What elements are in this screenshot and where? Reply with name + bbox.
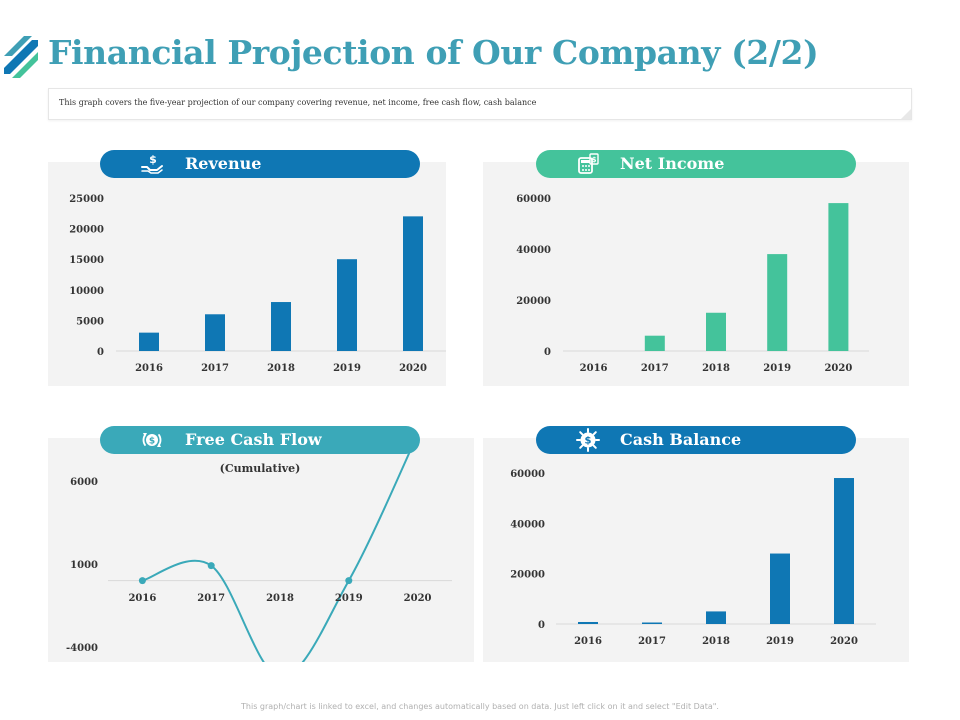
bar — [706, 312, 726, 351]
company-logo — [4, 36, 38, 78]
data-point — [345, 577, 353, 585]
bar — [834, 478, 854, 624]
svg-text:$: $ — [592, 156, 597, 164]
y-tick-label: 1000 — [70, 560, 98, 571]
x-tick-label: 2016 — [135, 363, 163, 374]
y-tick-label: 0 — [544, 347, 551, 358]
cash-balance-panel: 0 20000 40000 60000 2016 2017 2018 2019 2020 — [483, 438, 909, 662]
x-tick-label: 2017 — [641, 363, 669, 374]
free-cash-flow-chart: (Cumulative) -4000 1000 6000 2016 2017 2018 201… — [66, 438, 452, 662]
x-tick-label: 2017 — [197, 593, 225, 604]
x-tick-label: 2016 — [574, 636, 602, 647]
cash-balance-title: Cash Balance — [620, 430, 742, 449]
dollar-gear-icon: $ — [576, 428, 600, 452]
x-tick-label: 2017 — [201, 363, 229, 374]
data-point — [207, 562, 215, 570]
bar — [770, 553, 790, 624]
page-fold-corner — [901, 109, 911, 119]
bar — [139, 332, 159, 351]
net-income-header: $ Net Income — [536, 150, 856, 178]
y-tick-label: 20000 — [69, 225, 104, 236]
x-tick-label: 2020 — [404, 593, 432, 604]
y-tick-label: 10000 — [69, 286, 104, 297]
svg-text:$: $ — [149, 153, 157, 166]
bar — [205, 314, 225, 351]
x-tick-label: 2020 — [399, 363, 427, 374]
net-income-title: Net Income — [620, 154, 725, 173]
bar — [642, 622, 662, 624]
y-tick-label: 20000 — [516, 296, 551, 307]
x-tick-label: 2019 — [763, 363, 791, 374]
y-tick-label: 40000 — [516, 245, 551, 256]
calculator-money-icon: $ — [578, 153, 599, 174]
x-tick-label: 2018 — [266, 593, 294, 604]
y-tick-label: 60000 — [510, 469, 545, 480]
y-tick-label: 6000 — [70, 477, 98, 488]
bar — [706, 611, 726, 624]
subtitle-text: This graph covers the five-year projecti… — [59, 98, 537, 107]
cash-balance-chart: 0 20000 40000 60000 2016 2017 2018 2019 2020 — [510, 469, 876, 647]
cash-balance-header: $ Cash Balance — [536, 426, 856, 454]
x-tick-label: 2018 — [702, 363, 730, 374]
bar — [767, 254, 788, 351]
y-tick-label: -4000 — [66, 643, 98, 654]
revenue-chart: 0 5000 10000 15000 20000 25000 2016 2017 2018 201… — [69, 194, 446, 374]
bar — [271, 302, 291, 351]
money-hand-icon: $ — [141, 153, 163, 174]
x-tick-label: 2018 — [267, 363, 295, 374]
x-tick-label: 2020 — [824, 363, 852, 374]
chart-subtitle: (Cumulative) — [220, 462, 301, 475]
subtitle-box: This graph covers the five-year projecti… — [48, 88, 912, 120]
series-line — [142, 438, 418, 662]
free-cash-flow-title: Free Cash Flow — [185, 430, 322, 449]
revenue-panel: 0 5000 10000 15000 20000 25000 2016 2017 2018 201… — [48, 162, 446, 386]
x-tick-label: 2016 — [128, 593, 156, 604]
net-income-chart: 0 20000 40000 60000 2016 2017 2018 2019 2020 — [516, 194, 869, 374]
bar — [337, 259, 357, 351]
bar — [644, 335, 665, 351]
revenue-header: $ Revenue — [100, 150, 420, 178]
revenue-title: Revenue — [185, 154, 262, 173]
x-tick-label: 2019 — [766, 636, 794, 647]
y-tick-label: 60000 — [516, 194, 551, 205]
y-tick-label: 20000 — [510, 570, 545, 581]
svg-text:$: $ — [149, 437, 155, 447]
free-cash-flow-panel: (Cumulative) -4000 1000 6000 2016 2017 2018 201… — [48, 438, 474, 662]
bar — [828, 203, 849, 351]
net-income-panel: 0 20000 40000 60000 2016 2017 2018 2019 2020 — [483, 162, 909, 386]
free-cash-flow-header: $ Free Cash Flow — [100, 426, 420, 454]
x-tick-label: 2017 — [638, 636, 666, 647]
y-tick-label: 40000 — [510, 519, 545, 530]
x-tick-label: 2019 — [333, 363, 361, 374]
svg-text:$: $ — [585, 436, 592, 447]
x-tick-label: 2019 — [335, 593, 363, 604]
x-tick-label: 2018 — [702, 636, 730, 647]
x-tick-label: 2016 — [580, 363, 608, 374]
page-title: Financial Projection of Our Company (2/2… — [48, 33, 819, 72]
y-tick-label: 15000 — [69, 255, 104, 266]
y-tick-label: 0 — [538, 620, 545, 631]
bar — [578, 621, 598, 624]
y-tick-label: 5000 — [76, 316, 104, 327]
bar — [403, 216, 423, 351]
y-tick-label: 25000 — [69, 194, 104, 205]
y-tick-label: 0 — [97, 347, 104, 358]
data-point — [138, 577, 146, 585]
x-tick-label: 2020 — [830, 636, 858, 647]
footer-note: This graph/chart is linked to excel, and… — [241, 702, 719, 711]
dollar-cycle-icon: $ — [142, 433, 162, 447]
